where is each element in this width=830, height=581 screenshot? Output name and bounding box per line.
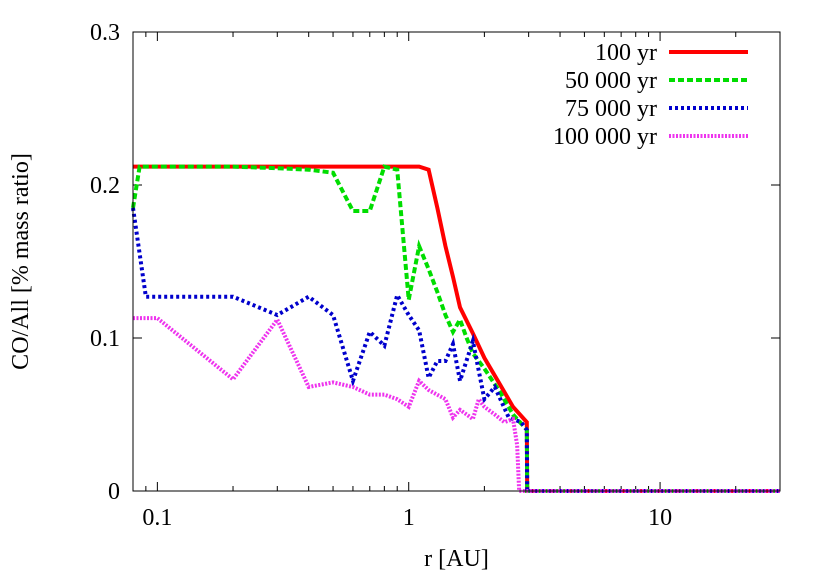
legend-label: 75 000 yr xyxy=(565,96,657,122)
y-tick-label: 0 xyxy=(108,479,120,505)
legend-label: 50 000 yr xyxy=(565,68,657,94)
plot-frame xyxy=(132,31,781,492)
legend-label: 100 yr xyxy=(595,40,657,66)
legend-label: 100 000 yr xyxy=(553,124,657,150)
series-line-1 xyxy=(133,164,780,493)
series-line-4 xyxy=(133,315,780,493)
plot-border xyxy=(132,31,781,492)
axes: 0 0.1 0.2 0.3 0.1 1 10 xyxy=(90,20,781,531)
series-line-2 xyxy=(131,164,780,493)
x-tick-label: 10 xyxy=(648,505,672,531)
series-line-3 xyxy=(131,207,780,493)
y-tick-label: 0.1 xyxy=(90,326,120,352)
x-tick-label: 0.1 xyxy=(142,505,172,531)
x-tick-label: 1 xyxy=(403,505,415,531)
y-tick-label: 0.2 xyxy=(90,173,120,199)
x-axis-label: r [AU] xyxy=(424,546,489,572)
y-axis-label: CO/All [% mass ratio] xyxy=(8,153,34,370)
plot-area-series xyxy=(131,164,780,493)
y-tick-label: 0.3 xyxy=(90,20,120,46)
